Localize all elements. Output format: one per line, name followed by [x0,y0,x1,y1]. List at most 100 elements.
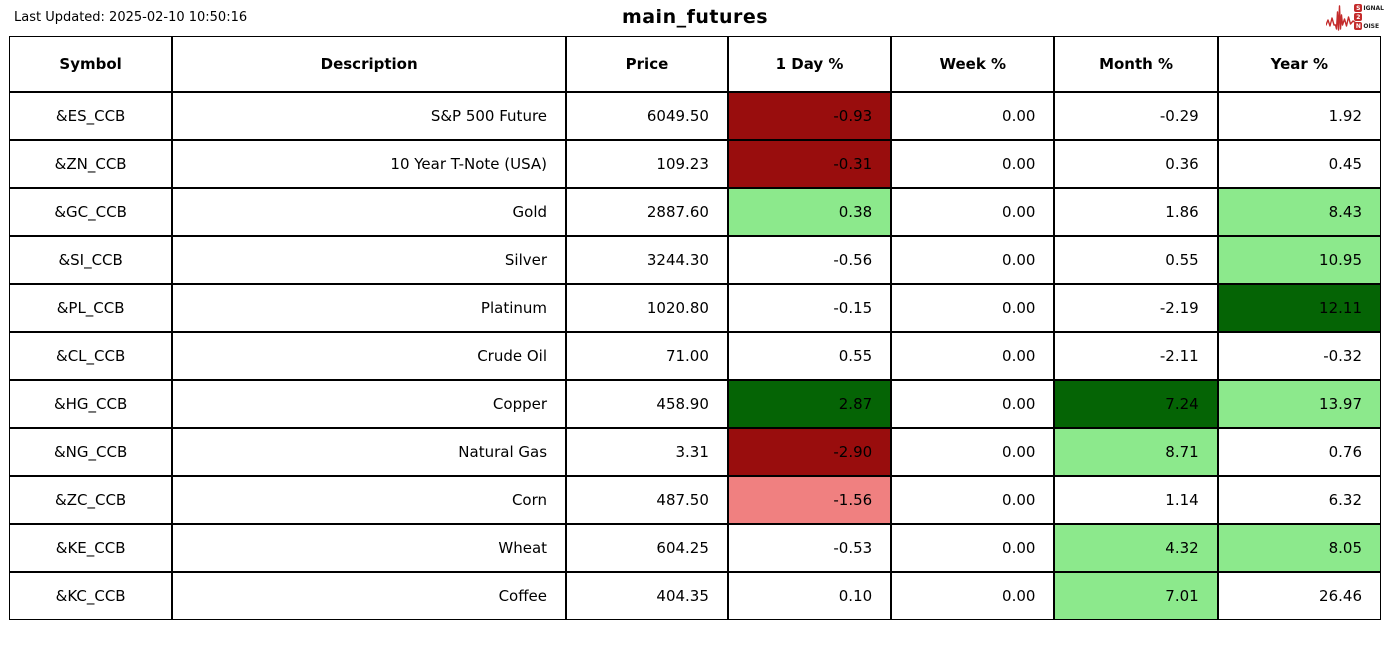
table-row: &PL_CCB Platinum 1020.80 -0.15 0.00 -2.1… [9,284,1381,332]
cell-description: Copper [172,380,567,428]
cell-1day-percent: -0.53 [727,524,892,572]
cell-1day-percent: -0.15 [727,284,892,332]
header-row: Symbol Description Price 1 Day % Week % … [9,36,1381,92]
column-header-month: Month % [1054,36,1218,92]
signal2noise-logo: S IGNAL 2 N OISE [1326,2,1384,32]
cell-symbol: &PL_CCB [9,284,173,332]
table-row: &ZC_CCB Corn 487.50 -1.56 0.00 1.14 6.32 [9,476,1381,524]
page-title: main_futures [621,6,769,28]
cell-symbol: &ZN_CCB [9,140,173,188]
cell-1day-percent: 0.38 [727,188,892,236]
cell-week-percent: 0.00 [891,188,1055,236]
cell-symbol: &GC_CCB [9,188,173,236]
cell-price: 6049.50 [566,92,728,140]
logo-letter-s: S [1354,4,1363,12]
cell-symbol: &ZC_CCB [9,476,173,524]
cell-symbol: &KE_CCB [9,524,173,572]
cell-description: 10 Year T-Note (USA) [172,140,567,188]
cell-year-percent: 0.45 [1217,140,1381,188]
cell-week-percent: 0.00 [891,428,1055,476]
cell-month-percent: 0.55 [1054,236,1218,284]
cell-description: Natural Gas [172,428,567,476]
cell-year-percent: 8.05 [1217,524,1381,572]
last-updated-timestamp: Last Updated: 2025-02-10 10:50:16 [14,10,248,25]
cell-month-percent: 7.01 [1054,572,1218,620]
cell-price: 3244.30 [566,236,728,284]
waveform-icon [1326,3,1357,31]
cell-symbol: &NG_CCB [9,428,173,476]
cell-week-percent: 0.00 [891,380,1055,428]
table-row: &CL_CCB Crude Oil 71.00 0.55 0.00 -2.11 … [9,332,1381,380]
cell-description: Gold [172,188,567,236]
column-header-week: Week % [891,36,1055,92]
cell-month-percent: 0.36 [1054,140,1218,188]
cell-year-percent: 8.43 [1217,188,1381,236]
cell-1day-percent: -0.31 [727,140,892,188]
cell-description: Crude Oil [172,332,567,380]
cell-year-percent: 6.32 [1217,476,1381,524]
cell-description: Corn [172,476,567,524]
table-row: &KC_CCB Coffee 404.35 0.10 0.00 7.01 26.… [9,572,1381,620]
cell-week-percent: 0.00 [891,524,1055,572]
table-row: &HG_CCB Copper 458.90 2.87 0.00 7.24 13.… [9,380,1381,428]
cell-price: 2887.60 [566,188,728,236]
cell-week-percent: 0.00 [891,284,1055,332]
column-header-description: Description [172,36,567,92]
logo-word-noise: OISE [1363,22,1380,30]
cell-week-percent: 0.00 [891,92,1055,140]
cell-week-percent: 0.00 [891,140,1055,188]
cell-year-percent: 0.76 [1217,428,1381,476]
cell-month-percent: 8.71 [1054,428,1218,476]
cell-description: Platinum [172,284,567,332]
cell-description: Wheat [172,524,567,572]
cell-1day-percent: -0.56 [727,236,892,284]
cell-month-percent: -0.29 [1054,92,1218,140]
cell-1day-percent: 2.87 [727,380,892,428]
cell-year-percent: 10.95 [1217,236,1381,284]
cell-year-percent: -0.32 [1217,332,1381,380]
column-header-1day: 1 Day % [727,36,892,92]
cell-price: 71.00 [566,332,728,380]
cell-symbol: &KC_CCB [9,572,173,620]
cell-month-percent: 4.32 [1054,524,1218,572]
futures-table-body: &ES_CCB S&P 500 Future 6049.50 -0.93 0.0… [9,92,1381,620]
cell-year-percent: 26.46 [1217,572,1381,620]
cell-1day-percent: 0.55 [727,332,892,380]
cell-week-percent: 0.00 [891,236,1055,284]
cell-year-percent: 13.97 [1217,380,1381,428]
cell-year-percent: 12.11 [1217,284,1381,332]
cell-month-percent: -2.11 [1054,332,1218,380]
column-header-year: Year % [1217,36,1381,92]
table-row: &SI_CCB Silver 3244.30 -0.56 0.00 0.55 1… [9,236,1381,284]
cell-week-percent: 0.00 [891,572,1055,620]
cell-symbol: &ES_CCB [9,92,173,140]
logo-letter-n: N [1354,22,1363,30]
cell-month-percent: -2.19 [1054,284,1218,332]
logo-letter-2: 2 [1354,13,1363,21]
cell-price: 604.25 [566,524,728,572]
cell-symbol: &SI_CCB [9,236,173,284]
cell-1day-percent: -2.90 [727,428,892,476]
cell-description: S&P 500 Future [172,92,567,140]
table-row: &ES_CCB S&P 500 Future 6049.50 -0.93 0.0… [9,92,1381,140]
cell-price: 458.90 [566,380,728,428]
cell-price: 404.35 [566,572,728,620]
table-row: &NG_CCB Natural Gas 3.31 -2.90 0.00 8.71… [9,428,1381,476]
cell-1day-percent: -1.56 [727,476,892,524]
cell-week-percent: 0.00 [891,332,1055,380]
cell-price: 3.31 [566,428,728,476]
cell-year-percent: 1.92 [1217,92,1381,140]
table-row: &GC_CCB Gold 2887.60 0.38 0.00 1.86 8.43 [9,188,1381,236]
cell-description: Silver [172,236,567,284]
column-header-symbol: Symbol [9,36,173,92]
cell-price: 109.23 [566,140,728,188]
cell-1day-percent: -0.93 [727,92,892,140]
cell-week-percent: 0.00 [891,476,1055,524]
cell-symbol: &HG_CCB [9,380,173,428]
cell-description: Coffee [172,572,567,620]
futures-table: Symbol Description Price 1 Day % Week % … [9,36,1381,620]
table-row: &ZN_CCB 10 Year T-Note (USA) 109.23 -0.3… [9,140,1381,188]
cell-month-percent: 1.86 [1054,188,1218,236]
cell-symbol: &CL_CCB [9,332,173,380]
